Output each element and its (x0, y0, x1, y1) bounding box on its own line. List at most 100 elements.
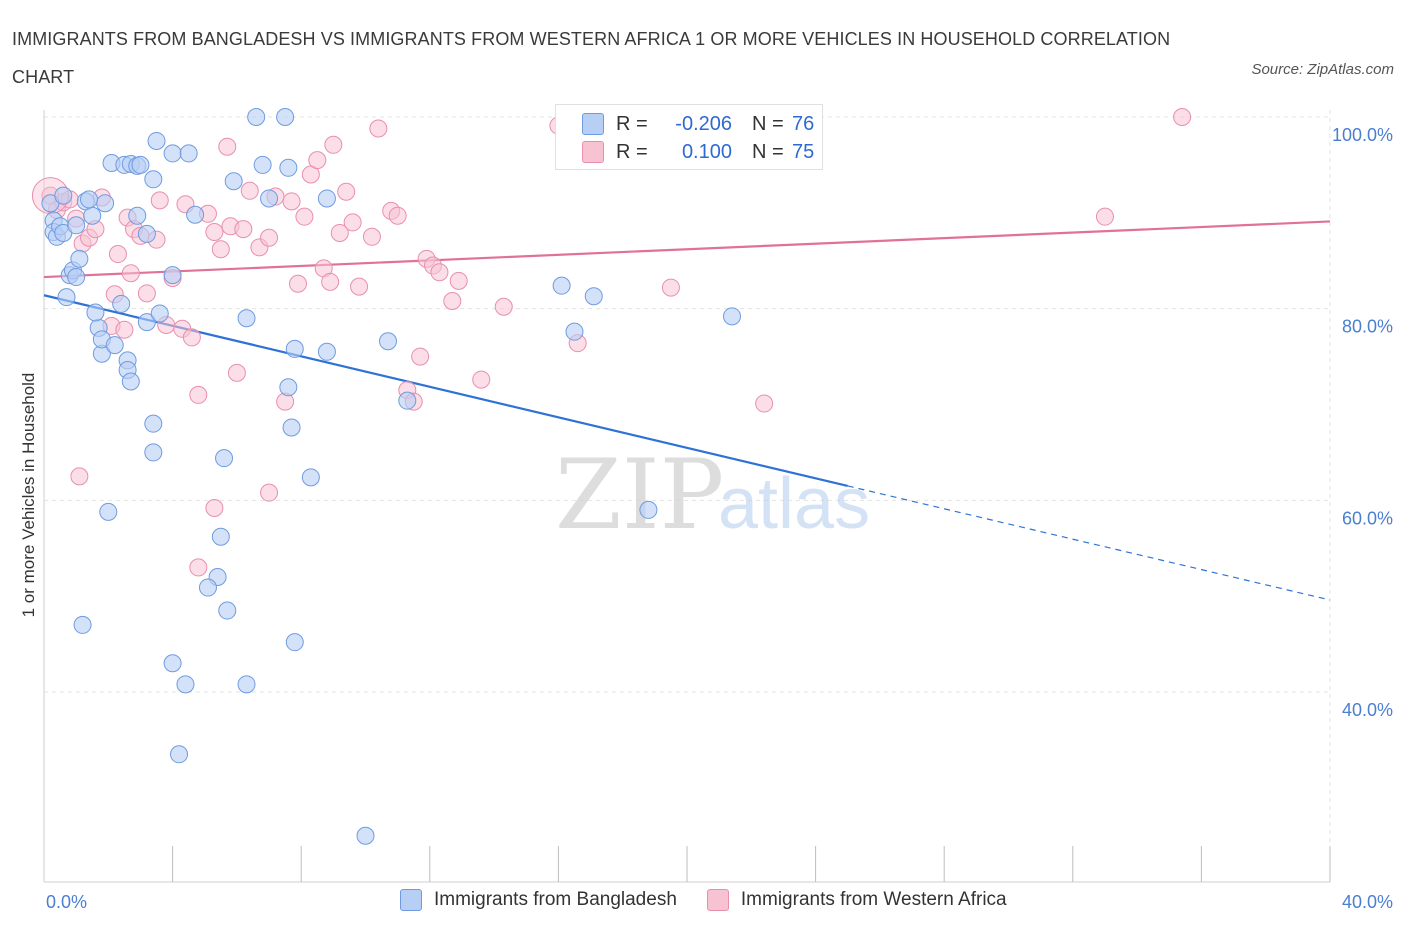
data-point-bangladesh (285, 339, 304, 358)
data-point-western-africa (189, 558, 208, 577)
legend-item-western-africa: Immigrants from Western Africa (706, 889, 1007, 911)
y-tick-label: 40.0% (1342, 700, 1393, 720)
data-point-bangladesh (57, 288, 76, 307)
data-point-bangladesh (211, 527, 230, 546)
data-point-bangladesh (144, 443, 163, 462)
legend-r-label: R = (616, 112, 648, 135)
data-point-western-africa (227, 363, 246, 382)
data-point-western-africa (449, 271, 468, 290)
data-point-bangladesh (147, 131, 166, 150)
legend-swatch-pink (706, 889, 729, 911)
legend-row-western-africa: R = 0.100 N = 75 (582, 139, 814, 165)
data-point-western-africa (70, 467, 89, 486)
y-tick-label: 60.0% (1342, 508, 1393, 528)
watermark-atlas: atlas (718, 464, 870, 544)
data-point-bangladesh (170, 745, 189, 764)
data-point-bangladesh (144, 170, 163, 189)
data-point-bangladesh (150, 304, 169, 323)
data-point-bangladesh (86, 303, 105, 322)
data-point-bangladesh (218, 601, 237, 620)
data-point-bangladesh (179, 144, 198, 163)
watermark-zip: ZIP (555, 439, 724, 551)
legend-swatch-blue (582, 113, 604, 135)
data-point-western-africa (260, 228, 279, 247)
data-point-bangladesh (80, 190, 99, 209)
data-point-western-africa (295, 207, 314, 226)
legend-r-label: R = (616, 140, 648, 163)
data-point-western-africa (343, 213, 362, 232)
data-point-western-africa (260, 483, 279, 502)
data-point-western-africa (137, 284, 156, 303)
data-point-bangladesh (83, 206, 102, 225)
data-point-bangladesh (285, 633, 304, 652)
data-point-western-africa (430, 263, 449, 282)
data-point-western-africa (388, 206, 407, 225)
data-point-bangladesh (552, 276, 571, 295)
x-tick-label: 0.0% (46, 892, 87, 912)
data-point-western-africa (337, 182, 356, 201)
data-point-bangladesh (379, 332, 398, 351)
data-point-western-africa (1095, 207, 1114, 226)
series-bangladesh (41, 108, 742, 845)
data-point-bangladesh (131, 155, 150, 174)
data-point-western-africa (182, 328, 201, 347)
data-point-western-africa (282, 192, 301, 211)
trend-line-bangladesh-extension (847, 485, 1331, 601)
legend-n-label: N = (752, 140, 784, 163)
data-point-western-africa (1173, 108, 1192, 126)
data-point-western-africa (755, 394, 774, 413)
data-point-western-africa (661, 278, 680, 297)
data-point-western-africa (121, 264, 140, 283)
watermark: ZIP atlas (555, 439, 870, 551)
x-tick-label: 40.0% (1342, 892, 1393, 912)
data-point-western-africa (218, 137, 237, 156)
data-point-bangladesh (99, 502, 118, 521)
data-point-bangladesh (565, 322, 584, 341)
data-point-bangladesh (186, 205, 205, 224)
data-point-bangladesh (163, 144, 182, 163)
data-point-bangladesh (317, 189, 336, 208)
legend-r-value: -0.206 (675, 112, 732, 135)
y-tick-label: 80.0% (1342, 317, 1393, 337)
legend-swatch-pink (582, 141, 604, 163)
data-point-western-africa (150, 191, 169, 210)
series-legend: Immigrants from Bangladesh Immigrants fr… (400, 889, 1037, 911)
data-point-western-africa (350, 277, 369, 296)
data-point-western-africa (324, 135, 343, 154)
legend-n-label: N = (752, 112, 784, 135)
data-point-bangladesh (128, 206, 147, 225)
data-point-western-africa (288, 274, 307, 293)
data-point-bangladesh (163, 266, 182, 285)
data-point-bangladesh (279, 378, 298, 397)
data-point-bangladesh (198, 578, 217, 597)
trend-line-western-africa (43, 220, 1331, 279)
data-point-bangladesh (317, 342, 336, 361)
legend-item-bangladesh: Immigrants from Bangladesh (400, 889, 677, 911)
y-tick-label: 100.0% (1332, 125, 1393, 145)
legend-label-bangladesh: Immigrants from Bangladesh (434, 889, 677, 910)
data-point-bangladesh (70, 249, 89, 268)
data-point-bangladesh (639, 500, 658, 519)
data-point-bangladesh (279, 158, 298, 177)
legend-swatch-blue (400, 889, 422, 911)
data-point-bangladesh (224, 172, 243, 191)
data-point-bangladesh (276, 108, 295, 126)
data-point-western-africa (411, 347, 430, 366)
data-point-western-africa (205, 223, 224, 241)
data-point-western-africa (308, 151, 327, 170)
data-point-western-africa (108, 245, 127, 264)
legend-label-western-africa: Immigrants from Western Africa (740, 889, 1007, 910)
data-point-bangladesh (176, 675, 195, 694)
y-axis-label: 1 or more Vehicles in Household (19, 373, 38, 618)
data-point-bangladesh (112, 294, 131, 313)
data-point-western-africa (205, 499, 224, 517)
data-point-bangladesh (301, 468, 320, 487)
chart-source: Source: ZipAtlas.com (1251, 61, 1394, 78)
data-point-western-africa (240, 181, 259, 200)
data-point-bangladesh (253, 155, 272, 174)
data-point-western-africa (211, 240, 230, 259)
data-point-bangladesh (96, 194, 115, 213)
data-point-bangladesh (215, 449, 234, 468)
data-point-bangladesh (584, 287, 603, 306)
legend-r-value: 0.100 (681, 140, 732, 163)
